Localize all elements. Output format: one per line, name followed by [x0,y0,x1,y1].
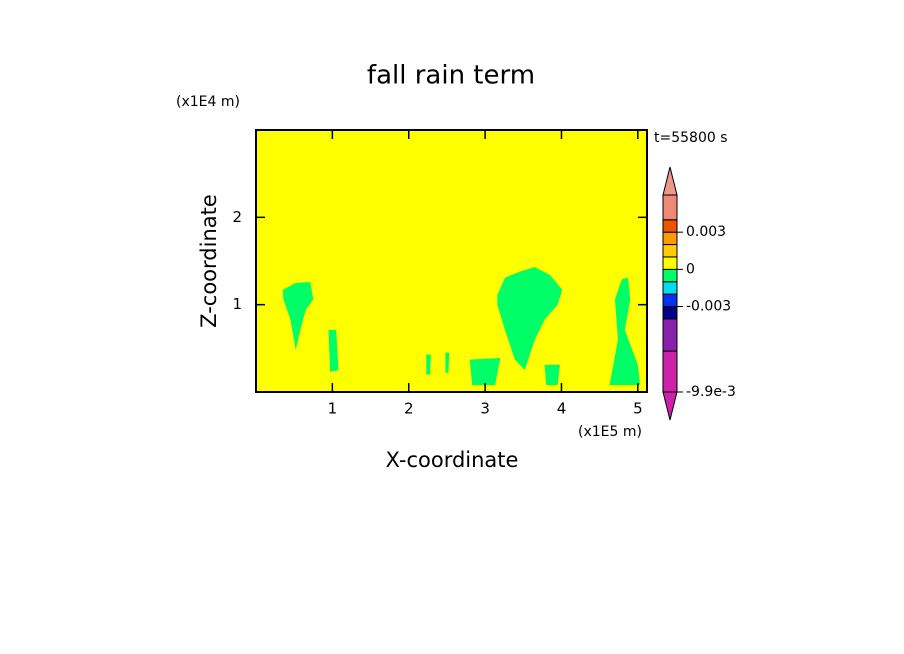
x-tick-label: 1 [328,400,338,418]
contour-region [328,329,339,372]
x-axis-label: X-coordinate [386,448,519,472]
colorbar-tick-label: -0.003 [686,299,731,315]
colorbar-box [662,231,678,246]
colorbar-tick-label: 0 [686,261,695,277]
colorbar-box [662,268,678,283]
y-tick-label: 1 [232,295,242,313]
plot-frame [255,129,648,393]
colorbar-box [662,256,678,270]
colorbar-box [662,244,678,258]
contour-region [469,357,501,386]
colorbar-box [662,194,678,221]
time-annotation: t=55800 s [654,130,728,146]
contour-region [445,352,450,373]
colorbar-box [662,350,678,393]
x-tick-label: 2 [404,400,414,418]
contour-region [497,267,563,371]
colorbar-box [662,293,678,308]
x-unit: (x1E5 m) [578,424,642,440]
contour-region [426,354,431,375]
y-axis-label: Z-coordinate [197,194,221,328]
contour-region [544,364,560,386]
field-background [256,130,647,392]
x-tick-label: 5 [633,400,643,418]
colorbar-box [662,281,678,295]
colorbar-tick-label: 0.003 [686,224,726,240]
colorbar-box [662,219,678,233]
chart-title: fall rain term [367,61,535,91]
x-tick-label: 3 [480,400,490,418]
colorbar-box [662,318,678,352]
colorbar-box [662,306,678,320]
y-tick-label: 2 [232,208,242,226]
colorbar-extend-low [662,391,678,421]
colorbar-tick-label: -9.9e-3 [686,384,736,400]
x-tick-label: 4 [557,400,567,418]
colorbar-extend-high [662,166,678,196]
contour-region [609,277,641,386]
contour-region [282,281,314,351]
y-unit: (x1E4 m) [176,94,240,110]
